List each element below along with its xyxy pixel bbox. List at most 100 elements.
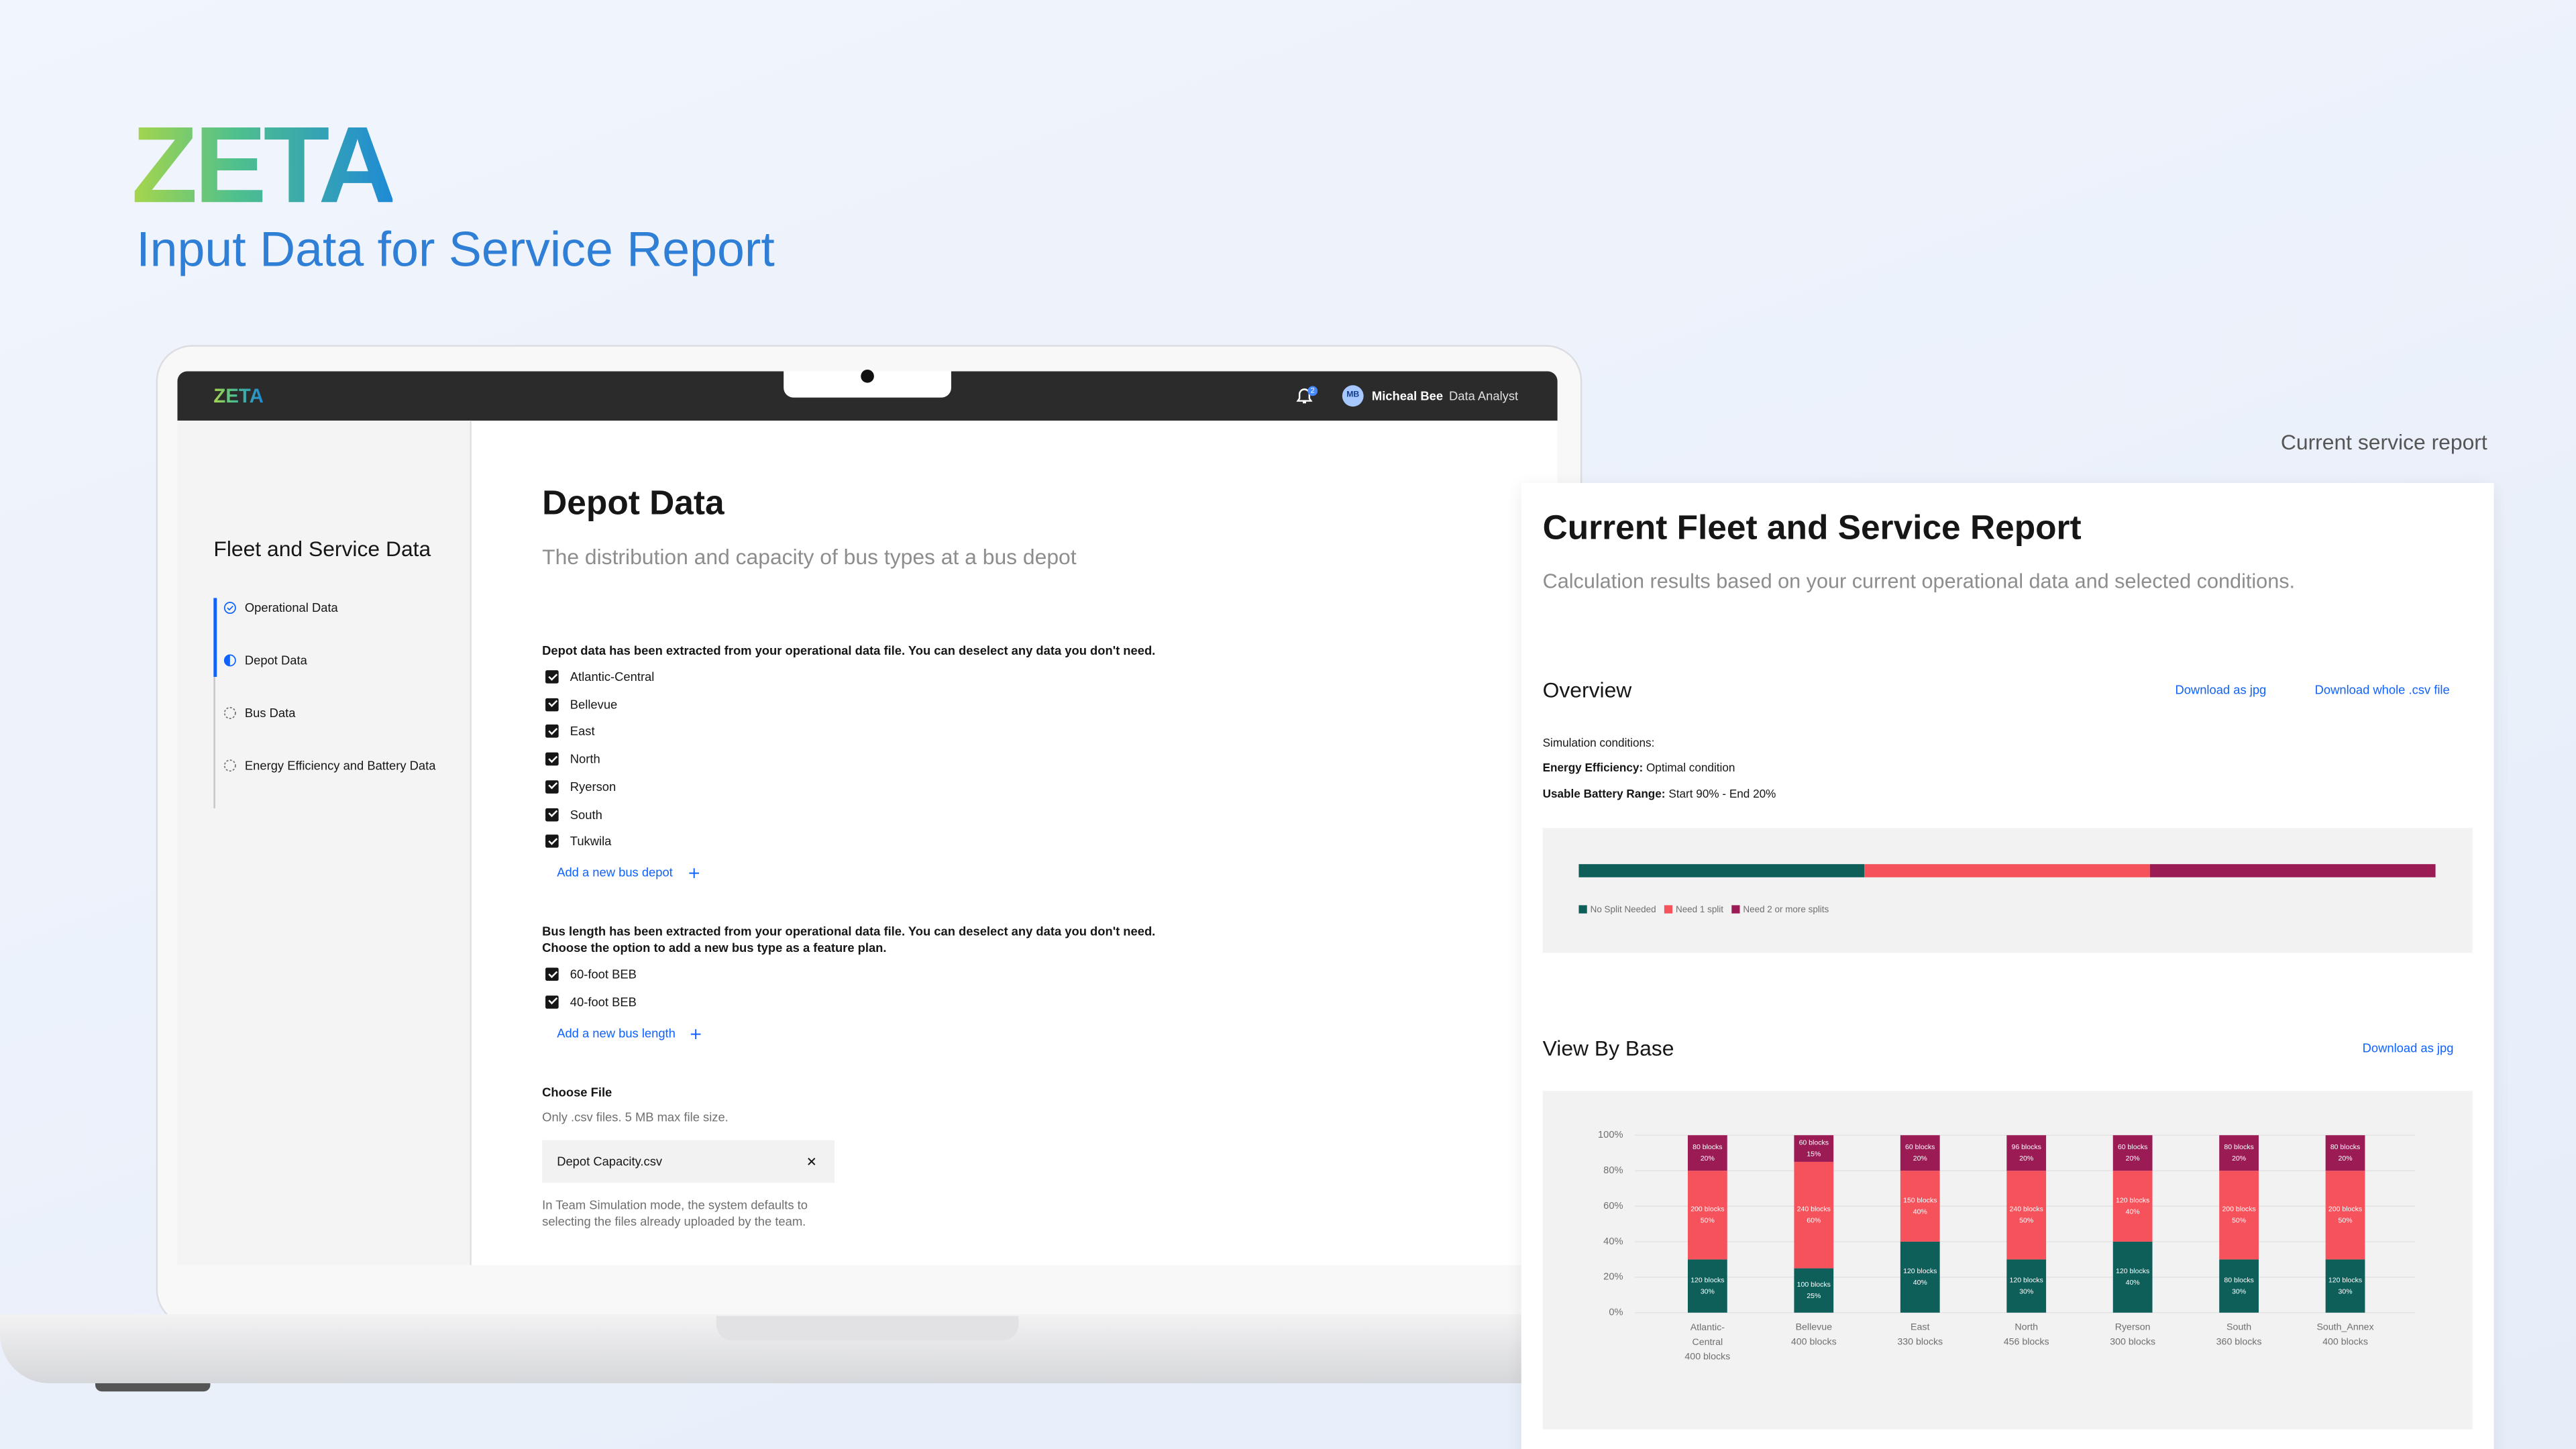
download-jpg[interactable]: Download as jpg	[2362, 1040, 2454, 1056]
step-icon	[223, 759, 236, 772]
laptop-notch	[716, 1316, 1019, 1341]
app-logo: ZETA	[213, 384, 264, 408]
block-label: 120 blocks	[2010, 1276, 2043, 1284]
bar-segment	[1794, 1268, 1834, 1313]
user-role: Data Analyst	[1449, 388, 1519, 404]
block-label: 200 blocks	[2328, 1205, 2362, 1213]
x-tick-label: South_Annex	[2316, 1322, 2373, 1333]
checkbox[interactable]	[545, 835, 559, 849]
value-label: 50%	[2339, 1217, 2353, 1225]
legend-swatch	[1664, 905, 1673, 914]
conditions-title: Simulation conditions:	[1542, 738, 1655, 750]
y-tick-label: 20%	[1603, 1272, 1623, 1283]
section-title: Overview	[1542, 678, 1632, 702]
user-name: Micheal Bee	[1371, 388, 1444, 404]
x-tick-total: 400 blocks	[1684, 1352, 1730, 1362]
x-tick-label: East	[1911, 1322, 1929, 1333]
value-label: 30%	[2232, 1287, 2246, 1295]
checkbox[interactable]	[545, 995, 559, 1008]
bar-segment	[2149, 864, 2436, 877]
sidebar-step[interactable]: Bus Data	[244, 705, 296, 720]
value-label: 40%	[1913, 1208, 1927, 1216]
bar-segment	[2325, 1135, 2365, 1171]
plus-icon	[690, 1029, 701, 1039]
value-label: 20%	[1701, 1155, 1715, 1163]
block-label: 60 blocks	[1799, 1138, 1829, 1146]
file-title: Choose File	[542, 1085, 612, 1100]
sidebar-step[interactable]: Energy Efficiency and Battery Data	[244, 758, 436, 773]
condition-value: Start 90% - End 20%	[1668, 789, 1776, 801]
bar-segment	[1900, 1241, 1940, 1313]
checkbox[interactable]	[545, 724, 559, 739]
checkbox[interactable]	[545, 698, 559, 711]
sidebar-title: Fleet and Service Data	[213, 536, 431, 561]
x-tick-label: Atlantic-Central	[1690, 1322, 1725, 1348]
value-label: 40%	[2126, 1208, 2140, 1216]
value-label: 60%	[1807, 1217, 1821, 1225]
checkbox-label: 40-foot BEB	[570, 994, 637, 1010]
bar-segment	[2006, 1171, 2047, 1260]
x-tick-total: 330 blocks	[1897, 1337, 1943, 1348]
sidebar-step[interactable]: Operational Data	[244, 600, 338, 616]
checkbox[interactable]	[545, 807, 559, 821]
download-jpg[interactable]: Download as jpg	[2175, 682, 2267, 698]
file-hint: Only .csv files. 5 MB max file size.	[542, 1110, 729, 1125]
block-label: 60 blocks	[1905, 1143, 1935, 1151]
bus-note-1: Bus length has been extracted from your …	[542, 924, 1156, 939]
add-depot-link[interactable]: Add a new bus depot	[557, 865, 673, 880]
y-tick-label: 100%	[1598, 1130, 1623, 1140]
condition-label: Usable Battery Range:	[1542, 789, 1666, 801]
bar-segment	[2112, 1135, 2153, 1171]
value-label: 30%	[1701, 1287, 1715, 1295]
x-tick-total: 300 blocks	[2110, 1337, 2155, 1348]
legend-label: Need 2 or more splits	[1743, 904, 1829, 914]
report-subtitle: Calculation results based on your curren…	[1542, 570, 2296, 594]
overview-panel	[1542, 828, 2473, 953]
checkbox-label: 60-foot BEB	[570, 967, 637, 982]
value-label: 40%	[1913, 1279, 1927, 1287]
legend-swatch	[1578, 905, 1587, 914]
remove-file-icon[interactable]	[806, 1157, 816, 1167]
value-label: 15%	[1807, 1150, 1821, 1158]
x-tick-label: South	[2226, 1322, 2251, 1333]
file-chip	[542, 1140, 835, 1183]
value-label: 50%	[2232, 1217, 2246, 1225]
depot-note: Depot data has been extracted from your …	[542, 643, 1156, 658]
block-label: 96 blocks	[2011, 1143, 2041, 1151]
checkbox-label: Tukwila	[570, 834, 612, 849]
y-tick-label: 40%	[1603, 1236, 1623, 1247]
avatar[interactable]: MB	[1342, 385, 1364, 407]
condition-battery: Usable Battery Range: Start 90% - End 20…	[1543, 790, 1776, 801]
download-csv[interactable]: Download whole .csv file	[2314, 682, 2450, 698]
section-title: View By Base	[1542, 1036, 1674, 1061]
checkbox[interactable]	[545, 670, 559, 684]
add-length-link[interactable]: Add a new bus length	[557, 1026, 676, 1041]
condition-energy: Energy Efficiency: Optimal condition	[1543, 763, 1735, 775]
block-label: 80 blocks	[1693, 1143, 1722, 1151]
bar-segment	[1864, 864, 2150, 877]
x-tick-total: 400 blocks	[2322, 1337, 2368, 1348]
bar-segment	[2219, 1259, 2259, 1313]
value-label: 25%	[1807, 1292, 1821, 1300]
camera	[861, 370, 874, 383]
x-tick-label: North	[2015, 1322, 2038, 1333]
bus-note-2: Choose the option to add a new bus type …	[542, 941, 887, 956]
plus-icon	[689, 868, 700, 878]
block-label: 80 blocks	[2330, 1143, 2360, 1151]
checkbox-label: East	[570, 724, 595, 739]
checkbox[interactable]	[545, 752, 559, 766]
sidebar-step[interactable]: Depot Data	[244, 653, 307, 668]
block-label: 120 blocks	[2328, 1276, 2362, 1284]
checkbox-label: South	[570, 806, 602, 822]
checkbox[interactable]	[545, 780, 559, 794]
block-label: 120 blocks	[2116, 1267, 2149, 1275]
checkbox[interactable]	[545, 967, 559, 981]
bar-segment	[1687, 1259, 1727, 1313]
value-label: 40%	[2126, 1279, 2140, 1287]
bar-segment	[2112, 1171, 2153, 1242]
bar-segment	[1687, 1135, 1727, 1171]
bar-segment	[1794, 1161, 1834, 1269]
bar-segment	[2006, 1259, 2047, 1313]
